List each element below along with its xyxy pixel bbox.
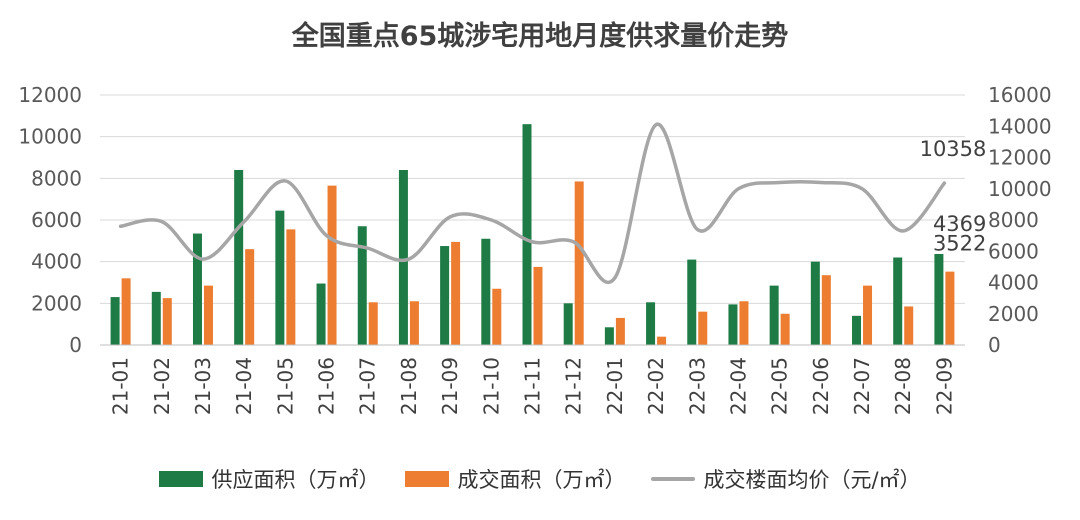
bar-deal <box>409 301 419 345</box>
legend-label-price: 成交楼面均价（元/㎡） <box>703 468 921 492</box>
y-right-tick-label: 2000 <box>988 302 1039 326</box>
x-tick-label: 22-06 <box>809 357 833 415</box>
x-tick-label: 21-10 <box>479 357 503 415</box>
chart-title: 全国重点65城涉宅用地月度供求量价走势 <box>291 21 789 52</box>
data-label-supply: 4369 <box>933 212 986 236</box>
x-tick-label: 22-08 <box>891 357 915 415</box>
bar-supply <box>893 257 903 345</box>
bar-supply <box>934 253 944 345</box>
y-left-tick-label: 2000 <box>31 291 82 315</box>
bar-supply <box>646 302 656 345</box>
x-tick-label: 22-01 <box>603 357 627 415</box>
y-right-tick-label: 12000 <box>988 146 1052 170</box>
bar-deal <box>327 185 337 345</box>
bar-deal <box>698 311 708 345</box>
bar-supply <box>563 303 573 345</box>
data-label-deal: 3522 <box>933 232 986 256</box>
bar-supply <box>852 315 862 345</box>
legend-item-supply: 供应面积（万㎡） <box>159 464 379 494</box>
bar-deal <box>821 275 831 345</box>
bar-deal <box>904 306 914 345</box>
x-tick-label: 21-04 <box>232 357 256 415</box>
bar-deal <box>368 302 378 345</box>
x-tick-label: 21-11 <box>521 357 545 415</box>
bar-supply <box>604 327 614 345</box>
legend-swatch-supply <box>159 471 204 487</box>
x-tick-label: 22-04 <box>726 357 750 415</box>
series-line-price <box>118 122 947 284</box>
bar-deal <box>245 249 255 345</box>
legend-swatch-deal <box>405 471 450 487</box>
x-tick-label: 22-05 <box>768 357 792 415</box>
bar-supply <box>687 259 697 345</box>
bar-supply <box>440 246 450 345</box>
y-left-tick-label: 4000 <box>31 250 82 274</box>
bar-deal <box>203 285 213 345</box>
bar-deal <box>451 241 461 345</box>
x-tick-label: 22-03 <box>685 357 709 415</box>
x-tick-label: 22-09 <box>932 357 956 415</box>
bar-supply <box>316 283 326 345</box>
x-tick-label: 21-09 <box>438 357 462 415</box>
legend-label-supply: 供应面积（万㎡） <box>211 468 380 492</box>
bar-supply <box>481 238 491 345</box>
bar-deal <box>162 298 172 345</box>
bar-deal <box>533 266 543 345</box>
bar-supply <box>728 304 738 345</box>
y-left-tick-label: 10000 <box>18 125 82 149</box>
bar-supply <box>110 297 120 345</box>
x-tick-label: 21-06 <box>315 357 339 415</box>
bar-deal <box>574 181 584 345</box>
x-tick-label: 22-02 <box>644 357 668 415</box>
bar-supply <box>275 210 285 345</box>
bar-deal <box>121 278 131 345</box>
y-left-tick-label: 0 <box>69 333 82 357</box>
bar-deal <box>286 229 296 345</box>
bar-supply <box>769 285 779 345</box>
y-right-tick-label: 16000 <box>988 83 1052 107</box>
bar-deal <box>739 301 749 345</box>
bar-supply <box>151 291 161 345</box>
bar-supply <box>192 233 202 345</box>
legend: 供应面积（万㎡） 成交面积（万㎡） 成交楼面均价（元/㎡） <box>0 464 1080 494</box>
y-right-tick-label: 14000 <box>988 114 1052 138</box>
x-tick-label: 21-07 <box>356 357 380 415</box>
legend-label-deal: 成交面积（万㎡） <box>457 468 626 492</box>
bar-deal <box>615 317 625 345</box>
x-tick-label: 21-03 <box>191 357 215 415</box>
bar-supply <box>234 170 244 345</box>
x-tick-label: 21-02 <box>150 357 174 415</box>
bar-supply <box>810 261 820 345</box>
bar-deal <box>945 271 955 345</box>
bar-supply <box>398 170 408 345</box>
x-tick-label: 21-05 <box>273 357 297 415</box>
bar-supply <box>522 124 532 346</box>
y-right-tick-label: 8000 <box>988 208 1039 232</box>
bar-deal <box>863 285 873 345</box>
y-right-tick-label: 0 <box>988 333 1001 357</box>
legend-swatch-price <box>651 477 696 481</box>
y-right-tick-label: 4000 <box>988 271 1039 295</box>
legend-item-deal: 成交面积（万㎡） <box>405 464 625 494</box>
x-tick-label: 21-12 <box>562 357 586 415</box>
bar-deal <box>657 336 667 345</box>
y-left-tick-label: 12000 <box>18 83 82 107</box>
legend-item-price: 成交楼面均价（元/㎡） <box>651 464 921 494</box>
y-left-tick-label: 6000 <box>31 208 82 232</box>
y-right-tick-label: 6000 <box>988 239 1039 263</box>
bar-deal <box>492 288 502 345</box>
y-left-tick-label: 8000 <box>31 166 82 190</box>
x-tick-label: 21-08 <box>397 357 421 415</box>
x-tick-label: 22-07 <box>850 357 874 415</box>
y-right-tick-label: 10000 <box>988 177 1052 201</box>
bar-deal <box>780 313 790 345</box>
data-label-price: 10358 <box>920 137 987 161</box>
x-tick-label: 21-01 <box>109 357 133 415</box>
bar-supply <box>357 226 367 345</box>
